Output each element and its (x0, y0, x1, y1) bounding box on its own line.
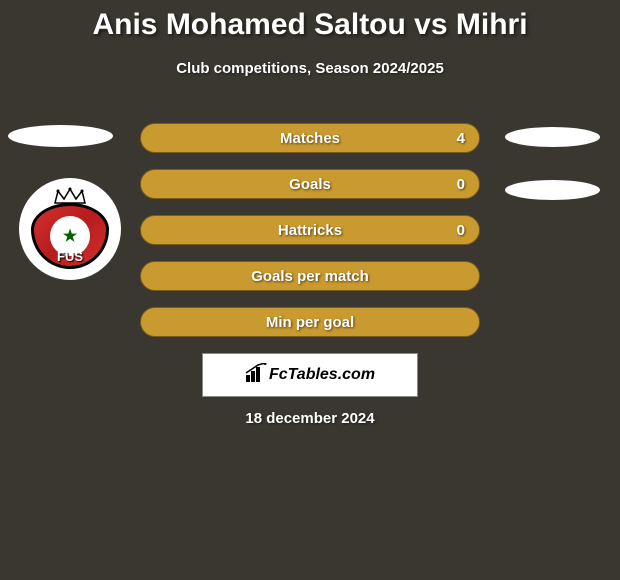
stat-label: Matches (280, 130, 340, 147)
shield-icon: ★ FUS (31, 203, 109, 269)
left-placeholder-ellipse (8, 125, 113, 147)
fctables-label: FcTables.com (269, 366, 375, 384)
chart-icon (245, 363, 267, 388)
stats-container: Matches 4 Goals 0 Hattricks 0 Goals per … (140, 123, 480, 353)
comparison-title: Anis Mohamed Saltou vs Mihri (0, 0, 620, 42)
stat-row-goals-per-match: Goals per match (140, 261, 480, 291)
right-placeholder-ellipse-1 (505, 127, 600, 147)
fctables-watermark: FcTables.com (202, 353, 418, 397)
stat-row-matches: Matches 4 (140, 123, 480, 153)
stat-value: 4 (457, 130, 465, 147)
stat-row-min-per-goal: Min per goal (140, 307, 480, 337)
stat-row-hattricks: Hattricks 0 (140, 215, 480, 245)
stat-row-goals: Goals 0 (140, 169, 480, 199)
stat-label: Min per goal (266, 314, 354, 331)
stat-value: 0 (457, 176, 465, 193)
stat-label: Goals (289, 176, 331, 193)
stat-label: Goals per match (251, 268, 369, 285)
logo-text: FUS (57, 249, 83, 264)
club-logo: ★ FUS (19, 178, 121, 280)
stat-label: Hattricks (278, 222, 342, 239)
right-placeholder-ellipse-2 (505, 180, 600, 200)
date-text: 18 december 2024 (0, 410, 620, 427)
stat-value: 0 (457, 222, 465, 239)
season-subtitle: Club competitions, Season 2024/2025 (0, 60, 620, 77)
